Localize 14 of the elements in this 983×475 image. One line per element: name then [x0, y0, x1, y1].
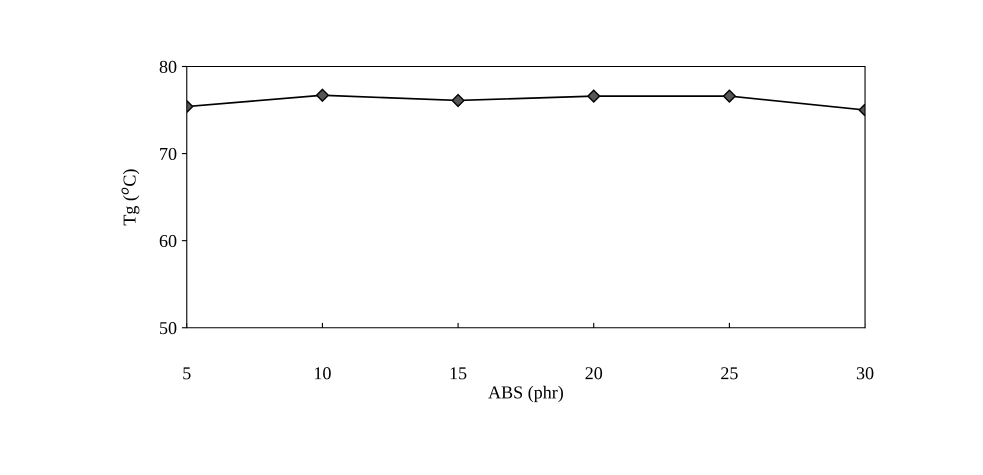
point: [451, 94, 465, 108]
y-tick-label: 50: [160, 322, 176, 334]
y-tick-label: 80: [160, 60, 176, 73]
x-tick-label: 5: [183, 367, 191, 380]
y-tick-label: 70: [160, 148, 176, 160]
x-tick-label: 15: [450, 367, 466, 380]
x-tick-label: 10: [314, 367, 331, 380]
y-axis-title: Tg ($^{o}$C): [121, 169, 140, 226]
x-tick-label: 25: [721, 367, 738, 380]
x-tick-label: 30: [856, 367, 874, 380]
point: [587, 90, 600, 103]
y-tick-label: 60: [160, 234, 176, 248]
x-tick-label: 20: [585, 367, 602, 380]
x-axis-title: ABS (phr): [488, 386, 563, 402]
